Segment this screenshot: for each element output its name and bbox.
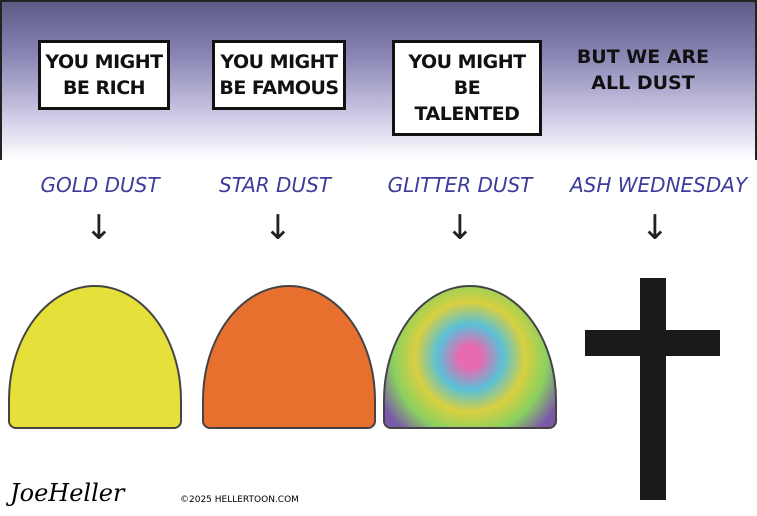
caption-box-rich: YOU MIGHT BE RICH — [38, 40, 170, 110]
gold-dust-pile — [8, 285, 182, 429]
caption-all-dust: BUT WE ARE ALL DUST — [576, 46, 710, 94]
glitter-dust-pile — [383, 285, 557, 429]
arrow-down-icon: ↓ — [640, 208, 670, 248]
label-star-dust: STAR DUST — [219, 173, 331, 197]
label-ash-wednesday: ASH WEDNESDAY — [570, 173, 748, 197]
arrow-down-icon: ↓ — [84, 208, 114, 248]
label-gold-dust: GOLD DUST — [40, 173, 160, 197]
arrow-down-icon: ↓ — [263, 208, 293, 248]
caption-box-talented: YOU MIGHT BE TALENTED — [392, 40, 542, 136]
copyright: ©2025 HELLERTOON.COM — [180, 495, 299, 505]
caption-box-famous: YOU MIGHT BE FAMOUS — [212, 40, 346, 110]
star-dust-pile — [202, 285, 376, 429]
label-glitter-dust: GLITTER DUST — [387, 173, 533, 197]
arrow-down-icon: ↓ — [445, 208, 475, 248]
artist-signature: JoeHeller — [10, 479, 125, 507]
